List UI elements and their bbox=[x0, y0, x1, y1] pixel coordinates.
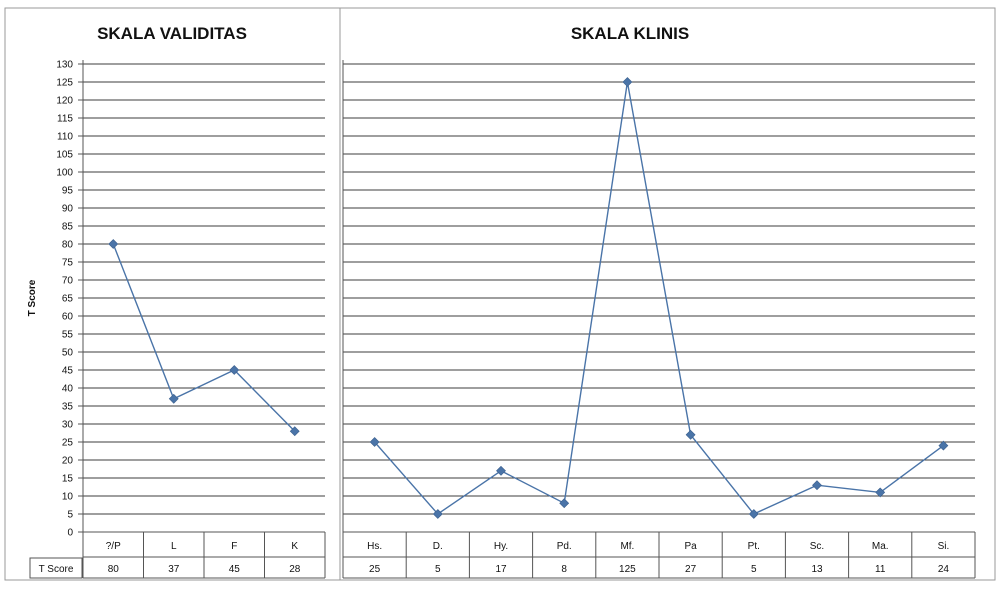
y-tick-label: 15 bbox=[62, 474, 74, 485]
data-point bbox=[685, 429, 696, 440]
y-tick-label: 55 bbox=[62, 330, 74, 341]
y-tick-label: 50 bbox=[62, 348, 74, 359]
y-tick-label: 5 bbox=[67, 510, 73, 521]
table-row-header-cell bbox=[29, 557, 83, 579]
y-tick-label: 120 bbox=[56, 96, 73, 107]
y-tick-label: 80 bbox=[62, 240, 74, 251]
data-point bbox=[812, 480, 822, 491]
table-value: 45 bbox=[229, 564, 241, 575]
y-tick-label: 30 bbox=[62, 420, 74, 431]
category-label: ?/P bbox=[106, 541, 121, 552]
series bbox=[108, 77, 949, 519]
category-label: Si. bbox=[938, 541, 950, 552]
category-label: Hy. bbox=[494, 541, 508, 552]
data-point bbox=[369, 437, 380, 447]
grid bbox=[78, 60, 975, 533]
table-value: 11 bbox=[875, 564, 886, 575]
data-point bbox=[432, 509, 443, 519]
table-value: 5 bbox=[435, 564, 441, 575]
y-tick-label: 60 bbox=[62, 312, 74, 323]
table-value: 28 bbox=[289, 564, 301, 575]
y-tick-label: 75 bbox=[62, 258, 74, 269]
category-label: L bbox=[171, 541, 177, 552]
table-value: 37 bbox=[168, 564, 180, 575]
category-label: Pd. bbox=[557, 541, 572, 552]
table-value: 125 bbox=[619, 564, 636, 575]
table-value: 27 bbox=[685, 564, 697, 575]
table-row-header: T Score bbox=[39, 564, 74, 575]
y-tick-label: 45 bbox=[62, 366, 74, 377]
table-value: 24 bbox=[938, 564, 950, 575]
category-label: Sc. bbox=[810, 541, 824, 552]
y-tick-label: 105 bbox=[56, 150, 73, 161]
y-tick-label: 90 bbox=[62, 204, 74, 215]
data-point bbox=[938, 440, 949, 451]
category-label: D. bbox=[433, 541, 443, 552]
y-tick-label: 95 bbox=[62, 186, 74, 197]
y-tick-labels: 0 5 10 15 20 25 30 35 40 45 50 55 60 65 70 75 80 85 90 95 10… bbox=[56, 60, 73, 539]
category-label: F bbox=[231, 541, 237, 552]
category-label: K bbox=[291, 541, 298, 552]
y-tick-label: 20 bbox=[62, 456, 74, 467]
data-point bbox=[748, 509, 759, 519]
y-tick-label: 125 bbox=[56, 78, 73, 89]
table-value: 80 bbox=[108, 564, 120, 575]
data-point bbox=[289, 426, 300, 437]
data-table: ?/P 80 L 37 F 45 K 28 Hs. 25 D. 5 Hy. 17 Pd. 8 Mf. 125 Pa 2… bbox=[82, 531, 976, 579]
validity-panel-title: SKALA VALIDITAS bbox=[97, 24, 247, 43]
data-point bbox=[875, 487, 886, 498]
category-label: Pt. bbox=[748, 541, 760, 552]
table-value: 17 bbox=[495, 564, 507, 575]
table-value: 25 bbox=[369, 564, 381, 575]
data-point bbox=[229, 365, 240, 375]
chart-frame bbox=[4, 7, 996, 581]
y-tick-label: 130 bbox=[56, 60, 73, 71]
y-tick-label: 35 bbox=[62, 402, 74, 413]
clinical-panel-title: SKALA KLINIS bbox=[571, 24, 689, 43]
category-label: Pa bbox=[684, 541, 697, 552]
y-tick-label: 40 bbox=[62, 384, 74, 395]
data-point bbox=[168, 393, 179, 404]
y-tick-label: 70 bbox=[62, 276, 74, 287]
y-tick-label: 65 bbox=[62, 294, 74, 305]
data-point bbox=[559, 498, 570, 509]
y-axis-title: T Score bbox=[27, 279, 38, 316]
y-tick-label: 115 bbox=[57, 114, 73, 125]
y-tick-label: 10 bbox=[62, 492, 74, 503]
y-tick-label: 25 bbox=[62, 438, 74, 449]
category-label: Ma. bbox=[872, 541, 889, 552]
y-tick-label: 85 bbox=[62, 222, 74, 233]
table-value: 5 bbox=[751, 564, 757, 575]
y-tick-label: 110 bbox=[57, 132, 73, 143]
table-value: 13 bbox=[811, 564, 823, 575]
series-line bbox=[112, 243, 296, 432]
y-tick-label: 0 bbox=[67, 528, 73, 539]
data-point bbox=[108, 239, 119, 249]
table-value: 8 bbox=[561, 564, 567, 575]
data-point bbox=[622, 77, 633, 87]
category-label: Mf. bbox=[620, 541, 634, 552]
data-point bbox=[496, 465, 506, 476]
category-label: Hs. bbox=[367, 541, 382, 552]
series-line bbox=[374, 81, 944, 515]
y-tick-label: 100 bbox=[56, 168, 73, 179]
